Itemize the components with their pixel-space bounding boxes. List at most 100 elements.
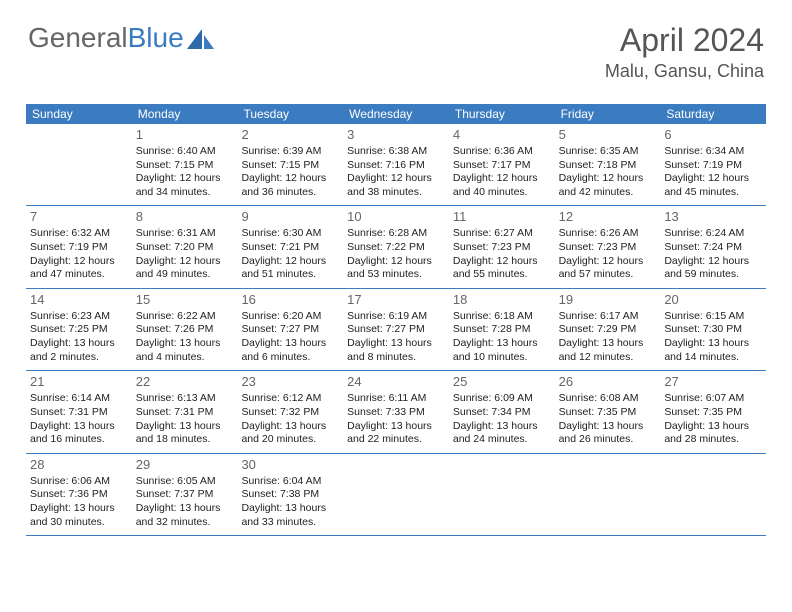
calendar-cell: 25Sunrise: 6:09 AMSunset: 7:34 PMDayligh… [449,371,555,452]
daylight-text: and 2 minutes. [30,351,128,365]
day-number: 29 [136,457,234,474]
calendar-week: 1Sunrise: 6:40 AMSunset: 7:15 PMDaylight… [26,124,766,206]
sunset-text: Sunset: 7:23 PM [559,241,657,255]
brand-part2: Blue [128,22,184,53]
sunset-text: Sunset: 7:30 PM [664,323,762,337]
daylight-text: Daylight: 12 hours [559,255,657,269]
calendar-cell: 9Sunrise: 6:30 AMSunset: 7:21 PMDaylight… [237,206,343,287]
daylight-text: and 34 minutes. [136,186,234,200]
calendar-cell: 8Sunrise: 6:31 AMSunset: 7:20 PMDaylight… [132,206,238,287]
sunset-text: Sunset: 7:18 PM [559,159,657,173]
calendar-cell: 18Sunrise: 6:18 AMSunset: 7:28 PMDayligh… [449,289,555,370]
day-number: 21 [30,374,128,391]
sunrise-text: Sunrise: 6:14 AM [30,392,128,406]
day-number: 4 [453,127,551,144]
daylight-text: and 36 minutes. [241,186,339,200]
sunset-text: Sunset: 7:24 PM [664,241,762,255]
calendar-week: 21Sunrise: 6:14 AM Sunset: 7:31 PM Dayligh… [26,371,766,453]
daylight-text: Daylight: 12 hours [664,172,762,186]
daylight-text: and 53 minutes. [347,268,445,282]
sunrise-text: Sunrise: 6:40 AM [136,145,234,159]
day-number: 14 [30,292,128,309]
daylight-text: Daylight: 13 hours [30,502,128,516]
calendar-cell: 22Sunrise: 6:13 AMSunset: 7:31 PMDayligh… [132,371,238,452]
calendar-cell: 6Sunrise: 6:34 AMSunset: 7:19 PMDaylight… [660,124,766,205]
daylight-text: Daylight: 12 hours [241,172,339,186]
calendar-cell: 17Sunrise: 6:19 AMSunset: 7:27 PMDayligh… [343,289,449,370]
daylight-text: and 32 minutes. [136,516,234,530]
daylight-text: Daylight: 13 hours [664,420,762,434]
day-number: 16 [241,292,339,309]
sunset-text: Sunset: 7:25 PM [30,323,128,337]
sunrise-text: Sunrise: 6:38 AM [347,145,445,159]
sunrise-text: Sunrise: 6:32 AM [30,227,128,241]
daylight-text: and 12 minutes. [559,351,657,365]
daylight-text: Daylight: 13 hours [30,337,128,351]
calendar-week: 7Sunrise: 6:32 AMSunset: 7:19 PMDaylight… [26,206,766,288]
page-header: April 2024 Malu, Gansu, China [605,22,764,82]
calendar-cell [555,454,661,535]
day-number: 5 [559,127,657,144]
sunset-text: Sunset: 7:35 PM [664,406,762,420]
sunset-text: Sunset: 7:19 PM [664,159,762,173]
daylight-text: Daylight: 12 hours [30,255,128,269]
sunrise-text: Sunrise: 6:13 AM [136,392,234,406]
day-number: 3 [347,127,445,144]
daylight-text: and 42 minutes. [559,186,657,200]
day-number: 19 [559,292,657,309]
day-number: 8 [136,209,234,226]
day-number: 12 [559,209,657,226]
sunrise-text: Sunrise: 6:04 AM [241,475,339,489]
daylight-text: and 40 minutes. [453,186,551,200]
sunrise-text: Sunrise: 6:26 AM [559,227,657,241]
sunset-text: Sunset: 7:23 PM [453,241,551,255]
day-number: 18 [453,292,551,309]
daylight-text: Daylight: 12 hours [347,172,445,186]
calendar-cell: 27Sunrise: 6:07 AMSunset: 7:35 PMDayligh… [660,371,766,452]
daylight-text: and 45 minutes. [664,186,762,200]
daylight-text: Daylight: 13 hours [241,337,339,351]
day-number: 30 [241,457,339,474]
day-number: 11 [453,209,551,226]
daylight-text: and 26 minutes. [559,433,657,447]
sunrise-text: Sunrise: 6:12 AM [241,392,339,406]
calendar-cell: 2Sunrise: 6:39 AMSunset: 7:15 PMDaylight… [237,124,343,205]
calendar-cell: 14Sunrise: 6:23 AMSunset: 7:25 PMDayligh… [26,289,132,370]
daylight-text: and 6 minutes. [241,351,339,365]
day-header-row: Sunday Monday Tuesday Wednesday Thursday… [26,104,766,124]
sunset-text: Sunset: 7:34 PM [453,406,551,420]
calendar-cell: 24Sunrise: 6:11 AMSunset: 7:33 PMDayligh… [343,371,449,452]
daylight-text: and 18 minutes. [136,433,234,447]
daylight-text: and 47 minutes. [30,268,128,282]
daylight-text: Daylight: 12 hours [347,255,445,269]
sunset-text: Sunset: 7:32 PM [241,406,339,420]
sunrise-text: Sunrise: 6:05 AM [136,475,234,489]
calendar-cell [660,454,766,535]
calendar-week: 14Sunrise: 6:23 AMSunset: 7:25 PMDayligh… [26,289,766,371]
sunrise-text: Sunrise: 6:39 AM [241,145,339,159]
day-number: 23 [241,374,339,391]
daylight-text: and 8 minutes. [347,351,445,365]
calendar-cell: 23Sunrise: 6:12 AMSunset: 7:32 PMDayligh… [237,371,343,452]
daylight-text: Daylight: 13 hours [453,420,551,434]
sunset-text: Sunset: 7:38 PM [241,488,339,502]
sunset-text: Sunset: 7:31 PM [136,406,234,420]
sunset-text: Sunset: 7:35 PM [559,406,657,420]
calendar-cell [26,124,132,205]
daylight-text: Daylight: 13 hours [136,502,234,516]
sunrise-text: Sunrise: 6:18 AM [453,310,551,324]
sunrise-text: Sunrise: 6:35 AM [559,145,657,159]
calendar-cell: 10Sunrise: 6:28 AMSunset: 7:22 PMDayligh… [343,206,449,287]
sunrise-text: Sunrise: 6:19 AM [347,310,445,324]
daylight-text: and 59 minutes. [664,268,762,282]
daylight-text: Daylight: 13 hours [30,420,128,434]
day-header: Wednesday [343,104,449,124]
sunset-text: Sunset: 7:29 PM [559,323,657,337]
day-number: 15 [136,292,234,309]
daylight-text: Daylight: 13 hours [136,337,234,351]
sunset-text: Sunset: 7:15 PM [136,159,234,173]
sunset-text: Sunset: 7:26 PM [136,323,234,337]
daylight-text: and 14 minutes. [664,351,762,365]
sunset-text: Sunset: 7:22 PM [347,241,445,255]
calendar-cell: 5Sunrise: 6:35 AMSunset: 7:18 PMDaylight… [555,124,661,205]
